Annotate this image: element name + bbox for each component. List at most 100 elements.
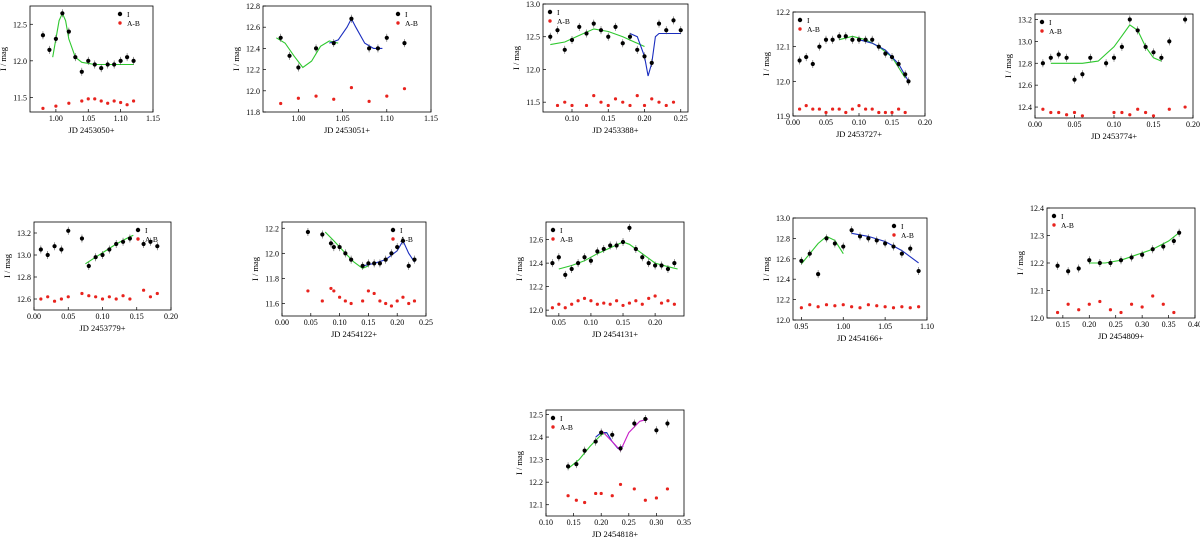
plot-frame <box>29 5 154 113</box>
i-band-point <box>797 58 802 63</box>
i-band-point <box>305 229 311 235</box>
ab-color-point <box>621 100 625 104</box>
y-tick-label: 13.2 <box>1018 15 1032 24</box>
ab-color-point <box>850 107 855 111</box>
i-band-point <box>899 251 904 256</box>
ab-color-point <box>824 303 829 307</box>
x-tick-label: 0.00 <box>275 318 289 327</box>
ab-color-point <box>306 289 310 293</box>
ab-color-point <box>833 304 837 308</box>
i-band-point <box>412 257 417 262</box>
y-tick-label: 12.0 <box>526 65 540 74</box>
y-tick-label: 12.1 <box>776 43 790 52</box>
fit-curve-blue <box>595 432 624 449</box>
i-band-point <box>614 243 619 248</box>
x-axis-label: JD 2454818+ <box>592 529 638 539</box>
ab-color-point <box>99 99 103 103</box>
i-band-point <box>620 239 626 245</box>
x-axis-label: JD 2454131+ <box>592 329 638 339</box>
ab-color-point <box>66 295 70 299</box>
x-tick-label: 0.20 <box>594 518 608 527</box>
x-tick-label: 0.20 <box>390 318 404 327</box>
i-band-point <box>582 255 587 260</box>
i-band-point <box>349 16 354 21</box>
i-band-point <box>633 246 638 252</box>
i-band-point <box>86 263 91 269</box>
legend-marker-i <box>547 9 553 15</box>
ab-color-point <box>647 296 651 300</box>
i-band-point <box>608 243 613 248</box>
x-tick-label: 0.35 <box>677 518 691 527</box>
i-band-point <box>349 257 354 262</box>
ab-color-point <box>314 94 318 98</box>
y-tick-label: 12.2 <box>529 283 543 292</box>
i-band-point <box>406 263 411 268</box>
i-band-point <box>601 246 606 252</box>
i-band-point <box>817 44 822 49</box>
x-axis-label: JD 2454122+ <box>331 329 377 339</box>
ab-color-point <box>850 305 854 309</box>
i-band-point <box>1151 50 1156 55</box>
i-band-point <box>383 257 388 262</box>
y-tick-label: 12.6 <box>1018 81 1032 90</box>
ab-color-point <box>119 100 123 105</box>
x-tick-label: 1.10 <box>920 322 934 331</box>
ab-color-point <box>632 487 636 491</box>
i-band-point <box>114 241 119 247</box>
i-band-point <box>120 239 126 244</box>
i-band-point <box>883 51 888 56</box>
ab-color-point <box>1183 105 1187 109</box>
i-band-point <box>837 34 842 39</box>
x-tick-label: 0.05 <box>1068 120 1082 129</box>
i-band-point <box>100 252 105 258</box>
i-band-point <box>86 58 91 63</box>
y-tick-label: 12.2 <box>776 8 790 17</box>
i-band-point <box>595 249 600 254</box>
ab-color-point <box>583 500 587 505</box>
x-axis-label: JD 2453388+ <box>592 125 638 135</box>
i-band-point <box>1143 44 1148 49</box>
i-band-point <box>672 261 677 266</box>
i-band-point <box>1066 269 1071 274</box>
i-band-point <box>99 66 104 71</box>
ab-color-point <box>128 297 132 301</box>
i-band-point <box>863 37 868 42</box>
x-tick-label: 0.05 <box>819 118 833 127</box>
i-band-point <box>665 266 671 272</box>
ab-color-point <box>46 295 50 299</box>
i-band-point <box>79 69 84 74</box>
legend-label-i: I <box>1049 18 1052 27</box>
ab-color-point <box>841 303 845 307</box>
legend-marker-ab <box>551 425 555 429</box>
ab-color-point <box>67 101 71 105</box>
i-band-point <box>1135 28 1140 33</box>
ab-color-point <box>372 291 376 296</box>
y-tick-label: 12.3 <box>529 456 543 465</box>
ab-color-point <box>908 306 912 310</box>
x-tick-label: 0.40 <box>1188 320 1200 329</box>
i-band-point <box>38 247 43 252</box>
i-band-point <box>66 228 71 233</box>
i-band-point <box>876 44 881 49</box>
i-band-point <box>389 251 394 256</box>
ab-color-point <box>555 103 560 108</box>
ab-color-point <box>875 304 879 308</box>
ab-color-point <box>296 96 300 100</box>
ab-color-point <box>657 100 661 104</box>
x-tick-label: 0.25 <box>622 518 636 527</box>
i-band-point <box>1161 244 1166 249</box>
ab-color-point <box>798 107 802 111</box>
legend-marker-ab <box>1040 29 1044 33</box>
y-tick-label: 13.2 <box>17 229 31 238</box>
y-tick-label: 12.5 <box>526 33 540 42</box>
y-tick-label: 12.0 <box>265 249 279 258</box>
i-band-point <box>856 37 862 42</box>
ab-color-point <box>891 306 896 310</box>
legend-label-i: I <box>1061 212 1064 221</box>
ab-color-point <box>594 491 598 496</box>
ab-color-point <box>343 299 347 303</box>
i-band-point <box>548 34 553 39</box>
i-band-point <box>906 79 911 84</box>
x-axis-label: JD 2453774+ <box>1091 131 1137 141</box>
y-tick-label: 12.0 <box>529 306 543 315</box>
